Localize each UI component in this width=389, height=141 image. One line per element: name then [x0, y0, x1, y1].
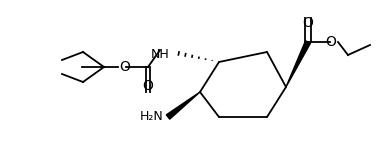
- Text: O: O: [326, 35, 336, 49]
- Polygon shape: [166, 92, 200, 119]
- Polygon shape: [286, 41, 310, 87]
- Text: O: O: [119, 60, 130, 74]
- Text: O: O: [142, 79, 153, 93]
- Text: NH: NH: [151, 49, 170, 61]
- Text: H₂N: H₂N: [140, 110, 164, 123]
- Text: O: O: [303, 16, 314, 30]
